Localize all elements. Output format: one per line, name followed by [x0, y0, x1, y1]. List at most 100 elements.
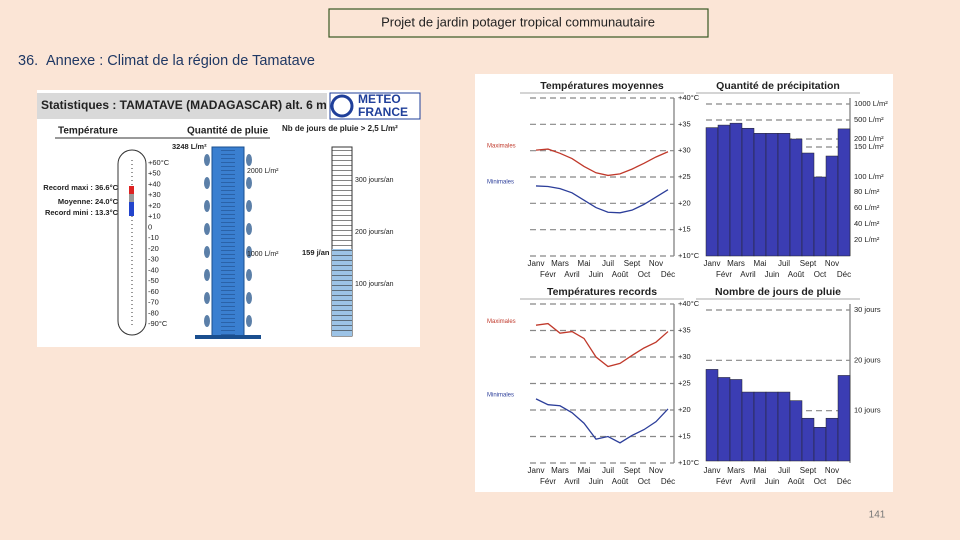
rain-1000: 1000 L/m²	[247, 251, 279, 258]
x-tick-label: Août	[788, 477, 805, 486]
rain-2000: 2000 L/m²	[247, 168, 279, 175]
rain-drop	[246, 315, 252, 327]
y-tick-label: +20	[678, 405, 691, 414]
x-tick-label: Janv	[528, 259, 545, 268]
bar	[813, 427, 827, 462]
bar	[801, 152, 815, 257]
record-min: Record mini : 13.3°C	[45, 208, 119, 217]
x-tick-label: Sept	[800, 466, 817, 475]
x-tick-label: Mars	[727, 259, 745, 268]
x-tick-label: Mai	[578, 259, 591, 268]
x-tick-label: Janv	[704, 259, 721, 268]
rain-drop	[246, 223, 252, 235]
x-tick-label: Avril	[740, 270, 756, 279]
series-line	[535, 398, 669, 444]
bar	[705, 369, 719, 462]
y-tick-label: 200 L/m²	[854, 134, 884, 143]
bar	[741, 391, 755, 462]
rain-drop	[204, 223, 210, 235]
x-tick-label: Nov	[649, 259, 663, 268]
rain-drop	[204, 177, 210, 189]
bar	[729, 122, 743, 257]
bar	[765, 133, 779, 257]
series-line	[535, 185, 669, 214]
y-tick-label: +15	[678, 225, 691, 234]
rain-drop	[246, 154, 252, 166]
x-tick-label: Déc	[661, 270, 675, 279]
subtitle-number: 36.	[18, 53, 38, 69]
rain-gauge-base	[195, 335, 261, 339]
x-tick-label: Mai	[754, 259, 767, 268]
bar	[837, 375, 851, 462]
rain-drop	[204, 292, 210, 304]
thermometer-label: +40	[148, 179, 161, 188]
x-tick-label: Juil	[778, 259, 790, 268]
thermometer-label: -70	[148, 298, 159, 307]
climate-stats-panel: Statistiques : TAMATAVE (MADAGASCAR) alt…	[37, 90, 421, 347]
days-300: 300 jours/an	[355, 177, 394, 184]
record-max: Record maxi : 36.6°C	[43, 183, 118, 192]
rain-days: 159 j/an	[302, 248, 330, 257]
rain-drop	[204, 315, 210, 327]
bar	[753, 391, 767, 462]
x-tick-label: Sept	[800, 259, 817, 268]
slide-title: Projet de jardin potager tropical commun…	[381, 14, 655, 29]
thermometer-label: +20	[148, 201, 161, 210]
series-label: Maximales	[487, 319, 516, 325]
thermometer-label: -90°C	[148, 319, 168, 328]
y-tick-label: +35	[678, 119, 691, 128]
rain-drop	[246, 246, 252, 258]
x-tick-label: Nov	[825, 259, 839, 268]
x-tick-label: Févr	[716, 477, 732, 486]
x-tick-label: Janv	[704, 466, 721, 475]
x-tick-label: Juil	[778, 466, 790, 475]
rain-heading: Quantité de pluie	[187, 126, 269, 137]
x-tick-label: Févr	[716, 270, 732, 279]
x-tick-label: Juin	[765, 477, 780, 486]
rain-drop	[246, 200, 252, 212]
thermometer-label: +30	[148, 190, 161, 199]
y-tick-label: +25	[678, 378, 691, 387]
x-tick-label: Avril	[740, 477, 756, 486]
y-tick-label: 20 L/m²	[854, 235, 880, 244]
x-tick-label: Mai	[578, 466, 591, 475]
series-line	[535, 148, 669, 177]
rain-drop	[246, 292, 252, 304]
rain-drop	[246, 269, 252, 281]
bar	[813, 176, 827, 257]
x-tick-label: Janv	[528, 466, 545, 475]
x-tick-label: Juin	[589, 270, 604, 279]
thermometer-label: -60	[148, 287, 159, 296]
x-tick-label: Juin	[765, 270, 780, 279]
bar	[765, 391, 779, 462]
thermometer-label: 0	[148, 222, 152, 231]
days-100: 100 jours/an	[355, 281, 394, 288]
rain-drop	[246, 177, 252, 189]
thermometer	[117, 149, 147, 336]
thermometer-label: -40	[148, 265, 159, 274]
x-tick-label: Juin	[589, 477, 604, 486]
x-tick-label: Mai	[754, 466, 767, 475]
rain-drop	[204, 200, 210, 212]
y-tick-label: +30	[678, 352, 691, 361]
x-tick-label: Oct	[638, 477, 651, 486]
thermometer-label: -10	[148, 233, 159, 242]
x-tick-label: Mars	[551, 259, 569, 268]
average-marker	[129, 194, 134, 202]
x-tick-label: Août	[788, 270, 805, 279]
y-tick-label: 60 L/m²	[854, 203, 880, 212]
thermometer-label: +60°C	[148, 158, 170, 167]
x-tick-label: Oct	[814, 270, 827, 279]
chart-title: Nombre de jours de pluie	[715, 286, 841, 298]
days-200: 200 jours/an	[355, 229, 394, 236]
y-tick-label: 100 L/m²	[854, 172, 884, 181]
x-tick-label: Déc	[837, 270, 851, 279]
thermometer-label: -80	[148, 308, 159, 317]
rain-days-fill	[332, 249, 352, 336]
bar	[789, 400, 803, 462]
x-tick-label: Juil	[602, 259, 614, 268]
bar	[825, 155, 839, 257]
x-tick-label: Févr	[540, 477, 556, 486]
x-tick-label: Févr	[540, 270, 556, 279]
rain-drops	[204, 154, 252, 327]
